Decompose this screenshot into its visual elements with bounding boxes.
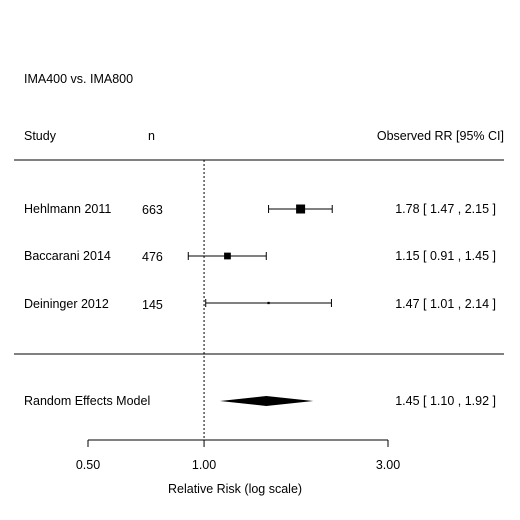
study-estimate-label: 1.78 [ 1.47 , 2.15 ] bbox=[395, 202, 496, 216]
study-name: Deininger 2012 bbox=[24, 297, 109, 311]
x-axis-label: Relative Risk (log scale) bbox=[168, 482, 303, 496]
n-column-header: n bbox=[148, 129, 155, 143]
study-n: 145 bbox=[142, 298, 163, 312]
study-n: 476 bbox=[142, 250, 163, 264]
point-estimate-square bbox=[224, 252, 231, 260]
summary-diamond bbox=[220, 396, 314, 406]
point-estimate-square bbox=[296, 204, 306, 214]
study-name: Hehlmann 2011 bbox=[24, 202, 112, 216]
summary-name: Random Effects Model bbox=[24, 394, 151, 408]
summary-estimate-label: 1.45 [ 1.10 , 1.92 ] bbox=[395, 394, 496, 408]
study-n: 663 bbox=[142, 203, 163, 217]
study-column-header: Study bbox=[24, 129, 56, 143]
study-estimate-label: 1.15 [ 0.91 , 1.45 ] bbox=[395, 249, 496, 263]
x-tick-label: 3.00 bbox=[376, 458, 400, 472]
study-name: Baccarani 2014 bbox=[24, 249, 111, 263]
comparison-title: IMA400 vs. IMA800 bbox=[24, 72, 134, 86]
x-tick-label: 0.50 bbox=[76, 458, 100, 472]
point-estimate-square bbox=[267, 301, 270, 305]
x-tick-label: 1.00 bbox=[192, 458, 216, 472]
study-estimate-label: 1.47 [ 1.01 , 2.14 ] bbox=[395, 297, 496, 311]
estimate-column-header: Observed RR [95% CI] bbox=[376, 129, 504, 143]
